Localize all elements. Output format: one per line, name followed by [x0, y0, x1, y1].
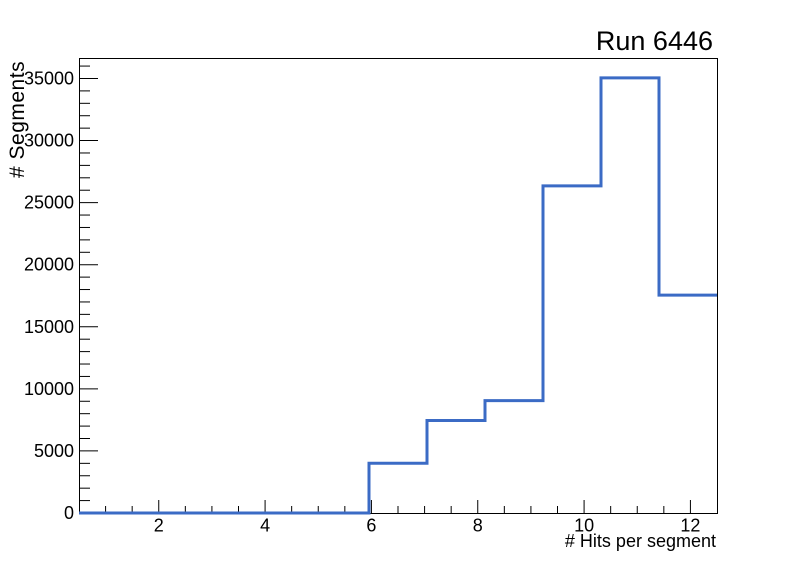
y-tick-label: 10000	[24, 379, 74, 399]
x-tick-label: 4	[260, 516, 270, 536]
y-tick-label: 25000	[24, 193, 74, 213]
axis-ticks	[79, 65, 691, 514]
histogram-series	[79, 76, 717, 515]
chart-title: Run 6446	[595, 26, 713, 56]
x-tick-label: 2	[154, 516, 164, 536]
y-tick-label: 35000	[24, 68, 74, 88]
y-tick-label: 5000	[34, 441, 74, 461]
y-tick-label: 0	[64, 503, 74, 523]
x-tick-label: 10	[574, 516, 594, 536]
histogram-step-line	[79, 76, 717, 515]
x-tick-label: 6	[366, 516, 376, 536]
plot-frame	[79, 58, 718, 514]
y-tick-label: 15000	[24, 317, 74, 337]
x-axis-title: # Hits per segment	[564, 531, 716, 551]
axis-tick-labels: 2 4 6 8 10 12 0 5000 10000 15000 20000 25000 30000 35…	[24, 68, 700, 535]
y-axis-title: # Segments	[6, 60, 29, 178]
x-tick-label: 12	[680, 516, 700, 536]
y-tick-label: 20000	[24, 255, 74, 275]
x-tick-label: 8	[473, 516, 483, 536]
y-tick-label: 30000	[24, 131, 74, 151]
frame-rect	[79, 58, 718, 514]
